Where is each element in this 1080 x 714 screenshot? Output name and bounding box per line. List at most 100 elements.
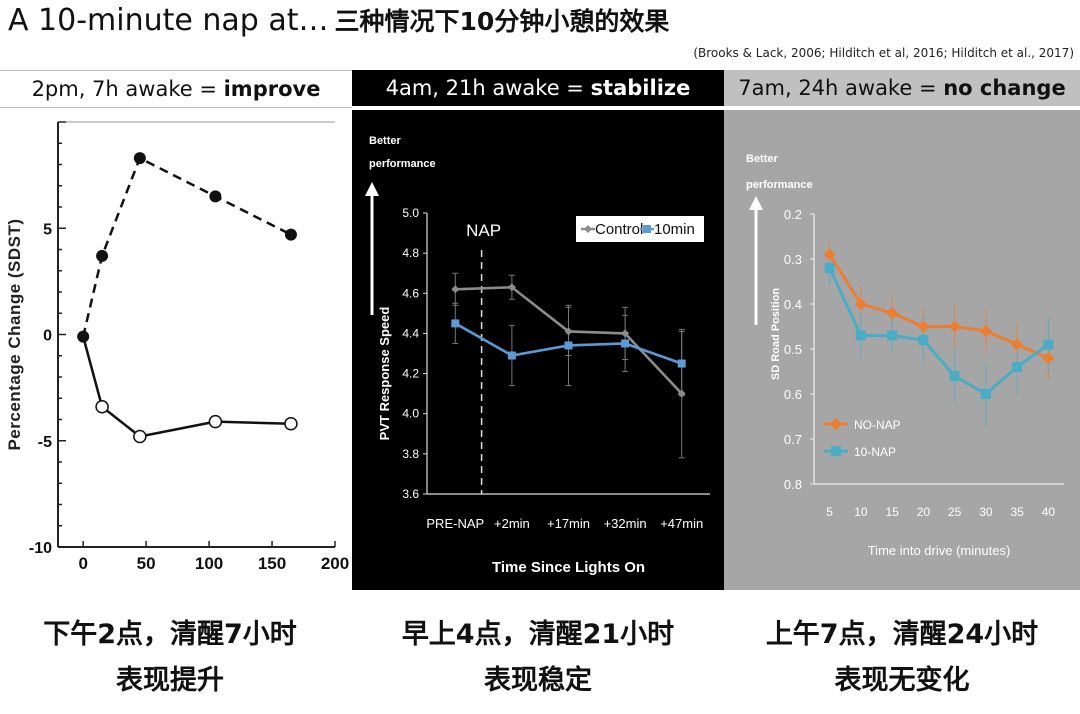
header-2pm-prefix: 2pm, 7h awake =: [31, 77, 224, 101]
x-tick-label: 50: [137, 554, 156, 573]
x-tick-label: +17min: [547, 516, 590, 531]
y-tick-label: 4.0: [402, 407, 419, 421]
x-tick-label: 5: [826, 505, 833, 519]
y-tick-label: 0.6: [784, 387, 802, 402]
header-4am-bold: stabilize: [590, 76, 691, 100]
legend-marker-10min: [643, 225, 651, 233]
data-point-no-nap: [1011, 338, 1024, 351]
y-tick-label: 4.4: [402, 326, 419, 340]
caption-2pm-line2: 表现提升: [116, 665, 224, 696]
data-point-filled: [77, 330, 90, 343]
legend-marker-10-nap: [831, 446, 841, 456]
data-point-10-nap: [980, 389, 991, 399]
data-point-10min: [507, 351, 516, 360]
data-point-10-nap: [1043, 339, 1054, 350]
y-tick-label: 4.8: [402, 246, 419, 260]
legend-label-10-nap: 10-NAP: [854, 445, 896, 459]
header-2pm: 2pm, 7h awake = improve: [0, 70, 352, 108]
annotation-better-line2: performance: [369, 158, 436, 170]
x-tick-label: 30: [979, 505, 993, 519]
x-tick-label: 35: [1010, 505, 1024, 519]
y-tick-label: 0.5: [784, 342, 802, 357]
y-tick-label: -10: [29, 540, 52, 557]
y-tick-label: 0.3: [784, 252, 802, 267]
series-no-nap-line: [81, 336, 291, 438]
series-nap-line: [81, 156, 292, 337]
chart-panel-7am: Better performance 0.2 0.3 0.4 0.5 0.6 0.7 0.8 5 1…: [724, 110, 1080, 590]
x-tick-label: 15: [885, 505, 899, 519]
x-tick-label: 20: [917, 505, 931, 519]
caption-2pm-line1: 下午2点，清醒7小时: [43, 619, 297, 650]
header-7am: 7am, 24h awake = no change: [724, 70, 1080, 106]
data-point-no-nap: [1042, 352, 1055, 364]
title-main: A 10-minute nap at…: [8, 3, 329, 38]
x-tick-label: 25: [948, 505, 962, 519]
nap-label: NAP: [466, 221, 501, 240]
data-point-control: [451, 285, 460, 294]
y-tick-label: 0.2: [784, 207, 802, 222]
legend-label-10min: 10min: [654, 221, 695, 238]
x-tick-label: 10: [854, 505, 868, 519]
data-point-filled: [96, 249, 109, 262]
data-point-10min: [451, 319, 460, 328]
better-arrow-head: [365, 182, 379, 196]
y-axis-label: PVT Response Speed: [377, 307, 392, 441]
data-point-no-nap: [823, 248, 836, 261]
better-arrow-head: [749, 196, 763, 210]
data-point-control: [621, 329, 630, 338]
data-point-no-nap: [948, 320, 961, 333]
y-tick-label: 4.2: [402, 367, 419, 381]
data-point-10-nap: [1012, 362, 1023, 372]
caption-4am-line2: 表现稳定: [484, 665, 592, 696]
y-axis-label: Percentage Change (SDST): [5, 218, 24, 450]
title-zh: 三种情况下10分钟小憩的效果: [334, 7, 670, 36]
references: (Brooks & Lack, 2006; Hilditch et al, 20…: [693, 46, 1074, 60]
slide-title: A 10-minute nap at… 三种情况下10分钟小憩的效果: [8, 2, 669, 38]
data-point-open: [95, 400, 109, 414]
y-tick-label: 0.7: [784, 432, 802, 447]
annotation-better-line1: Better: [369, 135, 402, 147]
data-point-control: [564, 327, 573, 336]
data-point-10-nap: [855, 330, 866, 341]
data-point-10-nap: [824, 263, 835, 273]
data-point-10min: [564, 341, 573, 350]
caption-7am-line2: 表现无变化: [834, 665, 970, 696]
legend-marker-control: [584, 225, 592, 233]
x-tick-label: 100: [195, 554, 223, 573]
data-point-filled: [133, 152, 146, 165]
y-tick-label: 0.8: [784, 477, 802, 492]
y-tick-label: 5: [43, 221, 52, 238]
x-tick-label: 200: [321, 554, 349, 573]
y-axis-label: SD Road Position: [770, 288, 782, 381]
legend-label-no-nap: NO-NAP: [854, 418, 901, 432]
x-tick-label: +47min: [660, 516, 703, 531]
data-point-control: [677, 389, 686, 398]
legend-marker-no-nap: [830, 418, 842, 430]
chart-pvt: Better performance 3.6 3.8 4.0 4.2 4.4 4.6 4.8 5.…: [365, 135, 710, 576]
y-tick-label: 0.4: [784, 297, 802, 312]
data-point-no-nap: [979, 325, 992, 337]
data-point-10min: [621, 339, 630, 348]
data-point-no-nap: [917, 320, 930, 333]
caption-4am: 早上4点，清醒21小时 表现稳定: [352, 612, 724, 704]
data-point-open: [284, 417, 298, 431]
x-tick-label: +2min: [494, 516, 530, 531]
data-point-10-nap: [918, 335, 929, 345]
caption-7am: 上午7点，清醒24小时 表现无变化: [724, 612, 1080, 704]
y-tick-label: -5: [38, 434, 52, 451]
data-point-10-nap: [949, 371, 960, 381]
chart-panel-2pm: -10 -5 0 5 0 50 100 150 200 Percentage Change (SD…: [0, 110, 352, 590]
header-4am-prefix: 4am, 21h awake =: [385, 76, 591, 100]
data-point-10min: [677, 359, 686, 368]
series-line-no-nap: [828, 253, 1049, 360]
x-tick-label: 150: [258, 554, 286, 573]
y-tick-label: 3.6: [402, 487, 419, 501]
data-point-filled: [209, 190, 222, 203]
y-tick-label: 0: [43, 328, 52, 345]
data-point-10-nap: [887, 330, 898, 341]
x-tick-label: 0: [78, 554, 87, 573]
data-point-no-nap: [886, 307, 899, 319]
chart-road-position: Better performance 0.2 0.3 0.4 0.5 0.6 0.7 0.8 5 1…: [746, 153, 1064, 558]
annotation-better-line1: Better: [746, 153, 779, 165]
